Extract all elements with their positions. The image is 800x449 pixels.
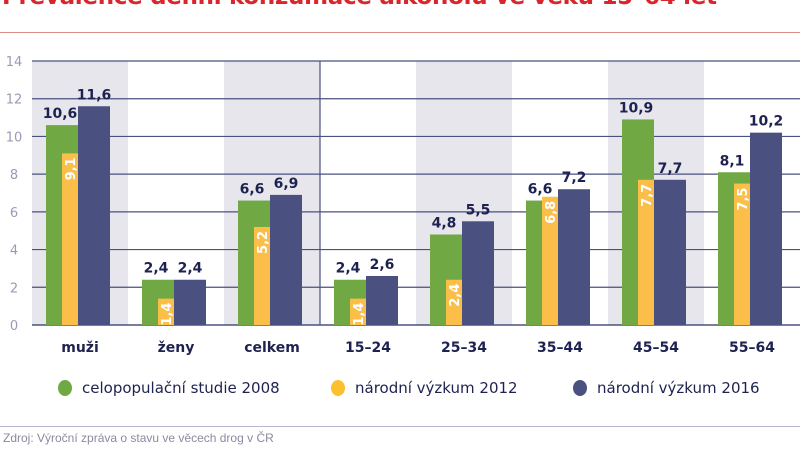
data-label-2012: 2,4 (448, 284, 463, 307)
x-category-label: 55–64 (729, 340, 775, 356)
data-label-2012: 5,2 (256, 231, 271, 254)
bar-2016 (654, 179, 686, 325)
y-tick-label: 10 (6, 130, 23, 145)
data-label-2012: 7,7 (640, 184, 655, 207)
data-label-2008: 10,9 (619, 100, 654, 116)
bar-2016 (462, 221, 494, 325)
y-tick-label: 2 (10, 281, 18, 296)
bar-2016 (366, 275, 398, 325)
bar-2016 (750, 132, 782, 325)
data-label-2008: 10,6 (43, 106, 78, 122)
bar-2012 (638, 179, 654, 325)
bar-2012 (734, 183, 750, 325)
legend-dot-navy (573, 380, 587, 396)
data-label-2008: 8,1 (720, 153, 745, 169)
legend-label: národní výzkum 2012 (355, 379, 518, 397)
data-label-2012: 1,4 (160, 303, 175, 326)
data-label-2008: 2,4 (144, 261, 169, 277)
data-label-2012: 7,5 (736, 188, 751, 211)
data-label-2008: 4,8 (432, 215, 457, 231)
data-label-2016: 5,5 (466, 202, 491, 218)
legend-dot-green (58, 380, 72, 396)
y-tick-label: 4 (10, 244, 18, 259)
data-label-2016: 2,6 (370, 257, 395, 273)
y-tick-label: 6 (10, 206, 18, 221)
x-category-label: celkem (244, 340, 300, 356)
bar-2012 (350, 298, 366, 325)
bar-2016 (174, 279, 206, 325)
legend-item-2016: národní výzkum 2016 (573, 379, 760, 397)
bar-2016 (270, 194, 302, 325)
data-label-2008: 6,6 (528, 182, 553, 198)
data-label-2016: 6,9 (274, 176, 299, 192)
x-category-label: 15–24 (345, 340, 391, 356)
bar-2012 (542, 196, 558, 325)
x-category-label: 25–34 (441, 340, 487, 356)
x-category-label: 45–54 (633, 340, 679, 356)
bar-2016 (78, 106, 110, 325)
bar-2012 (62, 153, 78, 325)
title-divider (0, 32, 800, 33)
data-label-2016: 7,7 (658, 161, 683, 177)
source-note: Zdroj: Výroční zpráva o stavu ve věcech … (3, 431, 274, 445)
y-tick-label: 12 (6, 93, 23, 108)
data-label-2012: 1,4 (352, 303, 367, 326)
bar-2012 (158, 298, 174, 325)
bar-2012 (254, 226, 270, 325)
data-label-2016: 2,4 (178, 261, 203, 277)
bar-2016 (558, 189, 590, 325)
data-label-2016: 11,6 (77, 87, 112, 103)
legend-item-2012: národní výzkum 2012 (331, 379, 518, 397)
legend-item-2008: celopopulační studie 2008 (58, 379, 280, 397)
data-label-2012: 9,1 (64, 157, 79, 180)
source-divider (0, 426, 800, 427)
data-label-2008: 6,6 (240, 182, 265, 198)
y-tick-label: 0 (10, 319, 18, 334)
legend: celopopulační studie 2008 národní výzkum… (0, 379, 800, 403)
data-label-2016: 7,2 (562, 170, 587, 186)
legend-label: celopopulační studie 2008 (82, 379, 280, 397)
bar-chart: 0 2 4 6 8 10 12 14 10,6 11,6 9,1 muži 2,4 2,4 1,4 ženy 6… (6, 55, 800, 356)
bar-2012 (446, 279, 462, 325)
legend-dot-yellow (331, 380, 345, 396)
x-category-label: ženy (158, 340, 195, 356)
data-label-2008: 2,4 (336, 261, 361, 277)
chart-title: Prevalence denní konzumace alkoholu ve v… (2, 0, 717, 10)
data-label-2016: 10,2 (749, 114, 784, 130)
legend-label: národní výzkum 2016 (597, 379, 760, 397)
y-tick-label: 8 (10, 168, 18, 183)
data-label-2012: 6,8 (544, 201, 559, 224)
x-category-label: muži (61, 340, 99, 356)
y-tick-label: 14 (6, 55, 23, 70)
x-category-label: 35–44 (537, 340, 583, 356)
